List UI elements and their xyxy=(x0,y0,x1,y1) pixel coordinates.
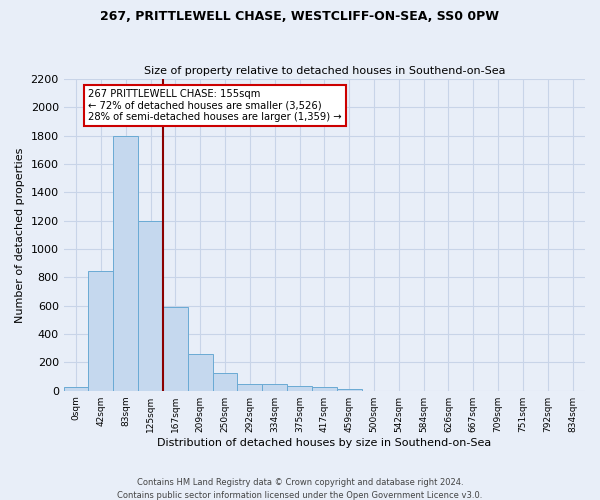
Y-axis label: Number of detached properties: Number of detached properties xyxy=(15,147,25,322)
Bar xyxy=(212,373,238,390)
Text: 267 PRITTLEWELL CHASE: 155sqm
← 72% of detached houses are smaller (3,526)
28% o: 267 PRITTLEWELL CHASE: 155sqm ← 72% of d… xyxy=(88,89,342,122)
Bar xyxy=(262,384,287,390)
Title: Size of property relative to detached houses in Southend-on-Sea: Size of property relative to detached ho… xyxy=(143,66,505,76)
X-axis label: Distribution of detached houses by size in Southend-on-Sea: Distribution of detached houses by size … xyxy=(157,438,491,448)
Bar xyxy=(238,384,262,390)
Bar xyxy=(138,220,163,390)
Bar xyxy=(64,387,88,390)
Bar xyxy=(113,136,138,390)
Bar xyxy=(88,271,113,390)
Bar xyxy=(163,307,188,390)
Text: 267, PRITTLEWELL CHASE, WESTCLIFF-ON-SEA, SS0 0PW: 267, PRITTLEWELL CHASE, WESTCLIFF-ON-SEA… xyxy=(101,10,499,23)
Bar xyxy=(312,387,337,390)
Bar xyxy=(287,386,312,390)
Text: Contains HM Land Registry data © Crown copyright and database right 2024.
Contai: Contains HM Land Registry data © Crown c… xyxy=(118,478,482,500)
Bar xyxy=(188,354,212,391)
